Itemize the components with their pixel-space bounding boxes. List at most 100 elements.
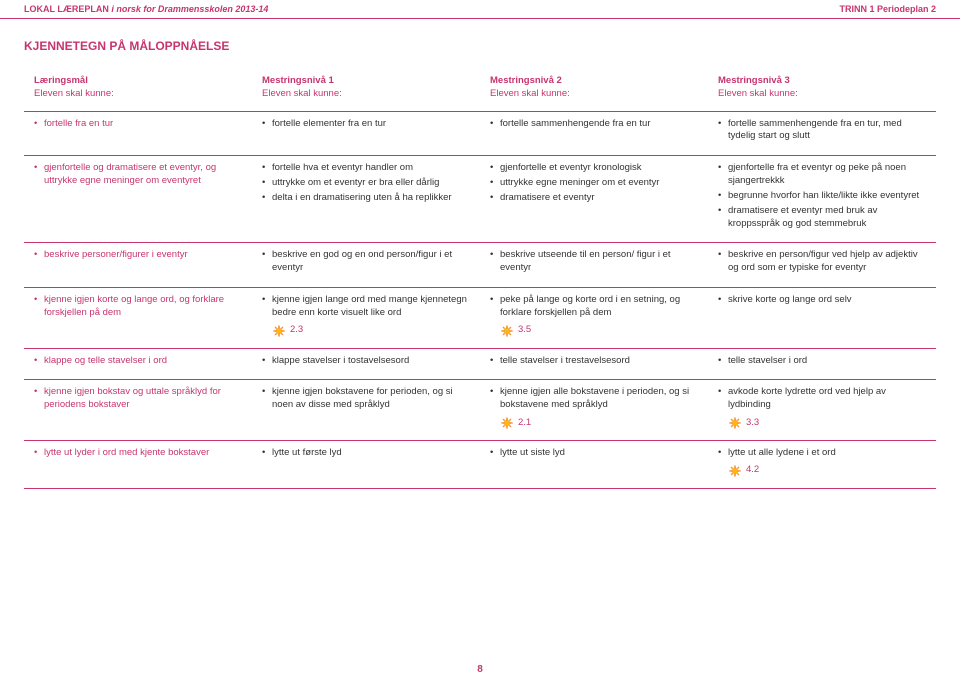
bullet-item: delta i en dramatisering uten å ha repli… xyxy=(262,192,470,205)
sun-icon xyxy=(500,324,514,338)
bullet-item: gjenfortelle et eventyr kronologisk xyxy=(490,162,698,175)
table-cell: gjenfortelle fra et eventyr og peke på n… xyxy=(708,156,936,243)
table-row: kjenne igjen korte og lange ord, og fork… xyxy=(24,288,936,349)
col-header-0: LæringsmålEleven skal kunne: xyxy=(24,69,252,112)
col-sub: Eleven skal kunne: xyxy=(718,88,926,101)
table-cell: telle stavelser i ord xyxy=(708,349,936,381)
table-header-row: LæringsmålEleven skal kunne: Mestringsni… xyxy=(24,69,936,112)
col-header-3: Mestringsnivå 3 Eleven skal kunne: xyxy=(708,69,936,112)
bullet-list: beskrive utseende til en person/ figur i… xyxy=(490,249,698,275)
col-title: Læringsmål xyxy=(34,75,88,86)
col-header-2: Mestringsnivå 2Eleven skal kunne: xyxy=(480,69,708,112)
bullet-list: kjenne igjen bokstav og uttale språklyd … xyxy=(34,386,242,412)
bullet-list: lytte ut første lyd xyxy=(262,447,470,460)
level-number-text: 3.5 xyxy=(518,324,531,337)
table-cell: avkode korte lydrette ord ved hjelp av l… xyxy=(708,380,936,441)
bullet-item: kjenne igjen bokstav og uttale språklyd … xyxy=(34,386,242,412)
table-cell: fortelle hva et eventyr handler omuttryk… xyxy=(252,156,480,243)
bullet-item: beskrive en god og en ond person/figur i… xyxy=(262,249,470,275)
level-number-text: 2.3 xyxy=(290,324,303,337)
level-number: 4.2 xyxy=(718,464,926,478)
bullet-list: beskrive en person/figur ved hjelp av ad… xyxy=(718,249,926,275)
level-number-text: 3.3 xyxy=(746,417,759,430)
bullet-list: avkode korte lydrette ord ved hjelp av l… xyxy=(718,386,926,412)
bullet-list: fortelle sammenhengende fra en tur xyxy=(490,118,698,131)
col-header-1: Mestringsnivå 1 Eleven skal kunne: xyxy=(252,69,480,112)
table-cell: fortelle sammenhengende fra en tur xyxy=(480,112,708,157)
table-cell: kjenne igjen alle bokstavene i perioden,… xyxy=(480,380,708,441)
table-cell: beskrive utseende til en person/ figur i… xyxy=(480,243,708,288)
header-right: TRINN 1 Periodeplan 2 xyxy=(839,4,936,14)
bullet-list: kjenne igjen alle bokstavene i perioden,… xyxy=(490,386,698,412)
table-cell: fortelle elementer fra en tur xyxy=(252,112,480,157)
sun-icon xyxy=(272,324,286,338)
table-row: gjenfortelle og dramatisere et eventyr, … xyxy=(24,156,936,243)
bullet-list: gjenfortelle fra et eventyr og peke på n… xyxy=(718,162,926,230)
bullet-list: fortelle fra en tur xyxy=(34,118,242,131)
bullet-item: kjenne igjen lange ord med mange kjennet… xyxy=(262,294,470,320)
table-cell: fortelle fra en tur xyxy=(24,112,252,157)
bullet-item: fortelle fra en tur xyxy=(34,118,242,131)
page-number: 8 xyxy=(477,664,483,675)
level-number-text: 4.2 xyxy=(746,464,759,477)
table-cell: kjenne igjen bokstav og uttale språklyd … xyxy=(24,380,252,441)
level-number-text: 2.1 xyxy=(518,417,531,430)
bullet-item: lytte ut lyder i ord med kjente bokstave… xyxy=(34,447,242,460)
bullet-item: telle stavelser i ord xyxy=(718,355,926,368)
table-cell: telle stavelser i trestavelsesord xyxy=(480,349,708,381)
bullet-item: kjenne igjen korte og lange ord, og fork… xyxy=(34,294,242,320)
table-row: klappe og telle stavelser i ord klappe st… xyxy=(24,349,936,381)
sun-icon xyxy=(728,464,742,478)
bullet-item: dramatisere et eventyr med bruk av kropp… xyxy=(718,205,926,231)
table-row: kjenne igjen bokstav og uttale språklyd … xyxy=(24,380,936,441)
bullet-list: beskrive en god og en ond person/figur i… xyxy=(262,249,470,275)
bullet-list: kjenne igjen bokstavene for perioden, og… xyxy=(262,386,470,412)
table-cell: kjenne igjen korte og lange ord, og fork… xyxy=(24,288,252,349)
bullet-item: lytte ut alle lydene i et ord xyxy=(718,447,926,460)
col-title: Mestringsnivå 3 xyxy=(718,75,790,86)
bullet-list: peke på lange og korte ord i en setning,… xyxy=(490,294,698,320)
table-row: beskrive personer/figurer i eventyrbeskr… xyxy=(24,243,936,288)
bullet-list: telle stavelser i ord xyxy=(718,355,926,368)
bullet-list: gjenfortelle og dramatisere et eventyr, … xyxy=(34,162,242,188)
bullet-item: skrive korte og lange ord selv xyxy=(718,294,926,307)
bullet-item: peke på lange og korte ord i en setning,… xyxy=(490,294,698,320)
bullet-item: klappe stavelser i tostavelsesord xyxy=(262,355,470,368)
bullet-item: fortelle elementer fra en tur xyxy=(262,118,470,131)
table-row: lytte ut lyder i ord med kjente bokstave… xyxy=(24,441,936,489)
bullet-item: avkode korte lydrette ord ved hjelp av l… xyxy=(718,386,926,412)
header-left-bold: LOKAL LÆREPLAN xyxy=(24,4,109,14)
sun-icon xyxy=(500,416,514,430)
header-left-italic: i norsk for Drammensskolen 2013-14 xyxy=(109,4,269,14)
header-bar: LOKAL LÆREPLAN i norsk for Drammensskole… xyxy=(0,0,960,19)
assessment-table: LæringsmålEleven skal kunne: Mestringsni… xyxy=(24,69,936,489)
bullet-item: telle stavelser i trestavelsesord xyxy=(490,355,698,368)
table-cell: lytte ut alle lydene i et ord 4.2 xyxy=(708,441,936,489)
table-cell: lytte ut første lyd xyxy=(252,441,480,489)
bullet-list: klappe stavelser i tostavelsesord xyxy=(262,355,470,368)
bullet-item: fortelle sammenhengende fra en tur xyxy=(490,118,698,131)
section-title: KJENNETEGN PÅ MÅLOPPNÅELSE xyxy=(24,39,936,53)
bullet-item: fortelle sammenhengende fra en tur, med … xyxy=(718,118,926,144)
table-cell: beskrive en god og en ond person/figur i… xyxy=(252,243,480,288)
bullet-item: lytte ut siste lyd xyxy=(490,447,698,460)
bullet-item: begrunne hvorfor han likte/likte ikke ev… xyxy=(718,190,926,203)
bullet-list: kjenne igjen lange ord med mange kjennet… xyxy=(262,294,470,320)
bullet-item: klappe og telle stavelser i ord xyxy=(34,355,242,368)
table-cell: klappe stavelser i tostavelsesord xyxy=(252,349,480,381)
col-title: Mestringsnivå 1 xyxy=(262,75,334,86)
level-number: 3.3 xyxy=(718,416,926,430)
bullet-list: fortelle elementer fra en tur xyxy=(262,118,470,131)
col-sub: Eleven skal kunne: xyxy=(262,88,470,101)
bullet-item: kjenne igjen bokstavene for perioden, og… xyxy=(262,386,470,412)
bullet-list: fortelle sammenhengende fra en tur, med … xyxy=(718,118,926,144)
bullet-list: gjenfortelle et eventyr kronologiskuttry… xyxy=(490,162,698,204)
level-number: 3.5 xyxy=(490,324,698,338)
bullet-list: telle stavelser i trestavelsesord xyxy=(490,355,698,368)
table-cell: beskrive en person/figur ved hjelp av ad… xyxy=(708,243,936,288)
bullet-item: dramatisere et eventyr xyxy=(490,192,698,205)
bullet-list: kjenne igjen korte og lange ord, og fork… xyxy=(34,294,242,320)
header-left: LOKAL LÆREPLAN i norsk for Drammensskole… xyxy=(24,4,268,14)
table-cell: kjenne igjen bokstavene for perioden, og… xyxy=(252,380,480,441)
table-cell: fortelle sammenhengende fra en tur, med … xyxy=(708,112,936,157)
